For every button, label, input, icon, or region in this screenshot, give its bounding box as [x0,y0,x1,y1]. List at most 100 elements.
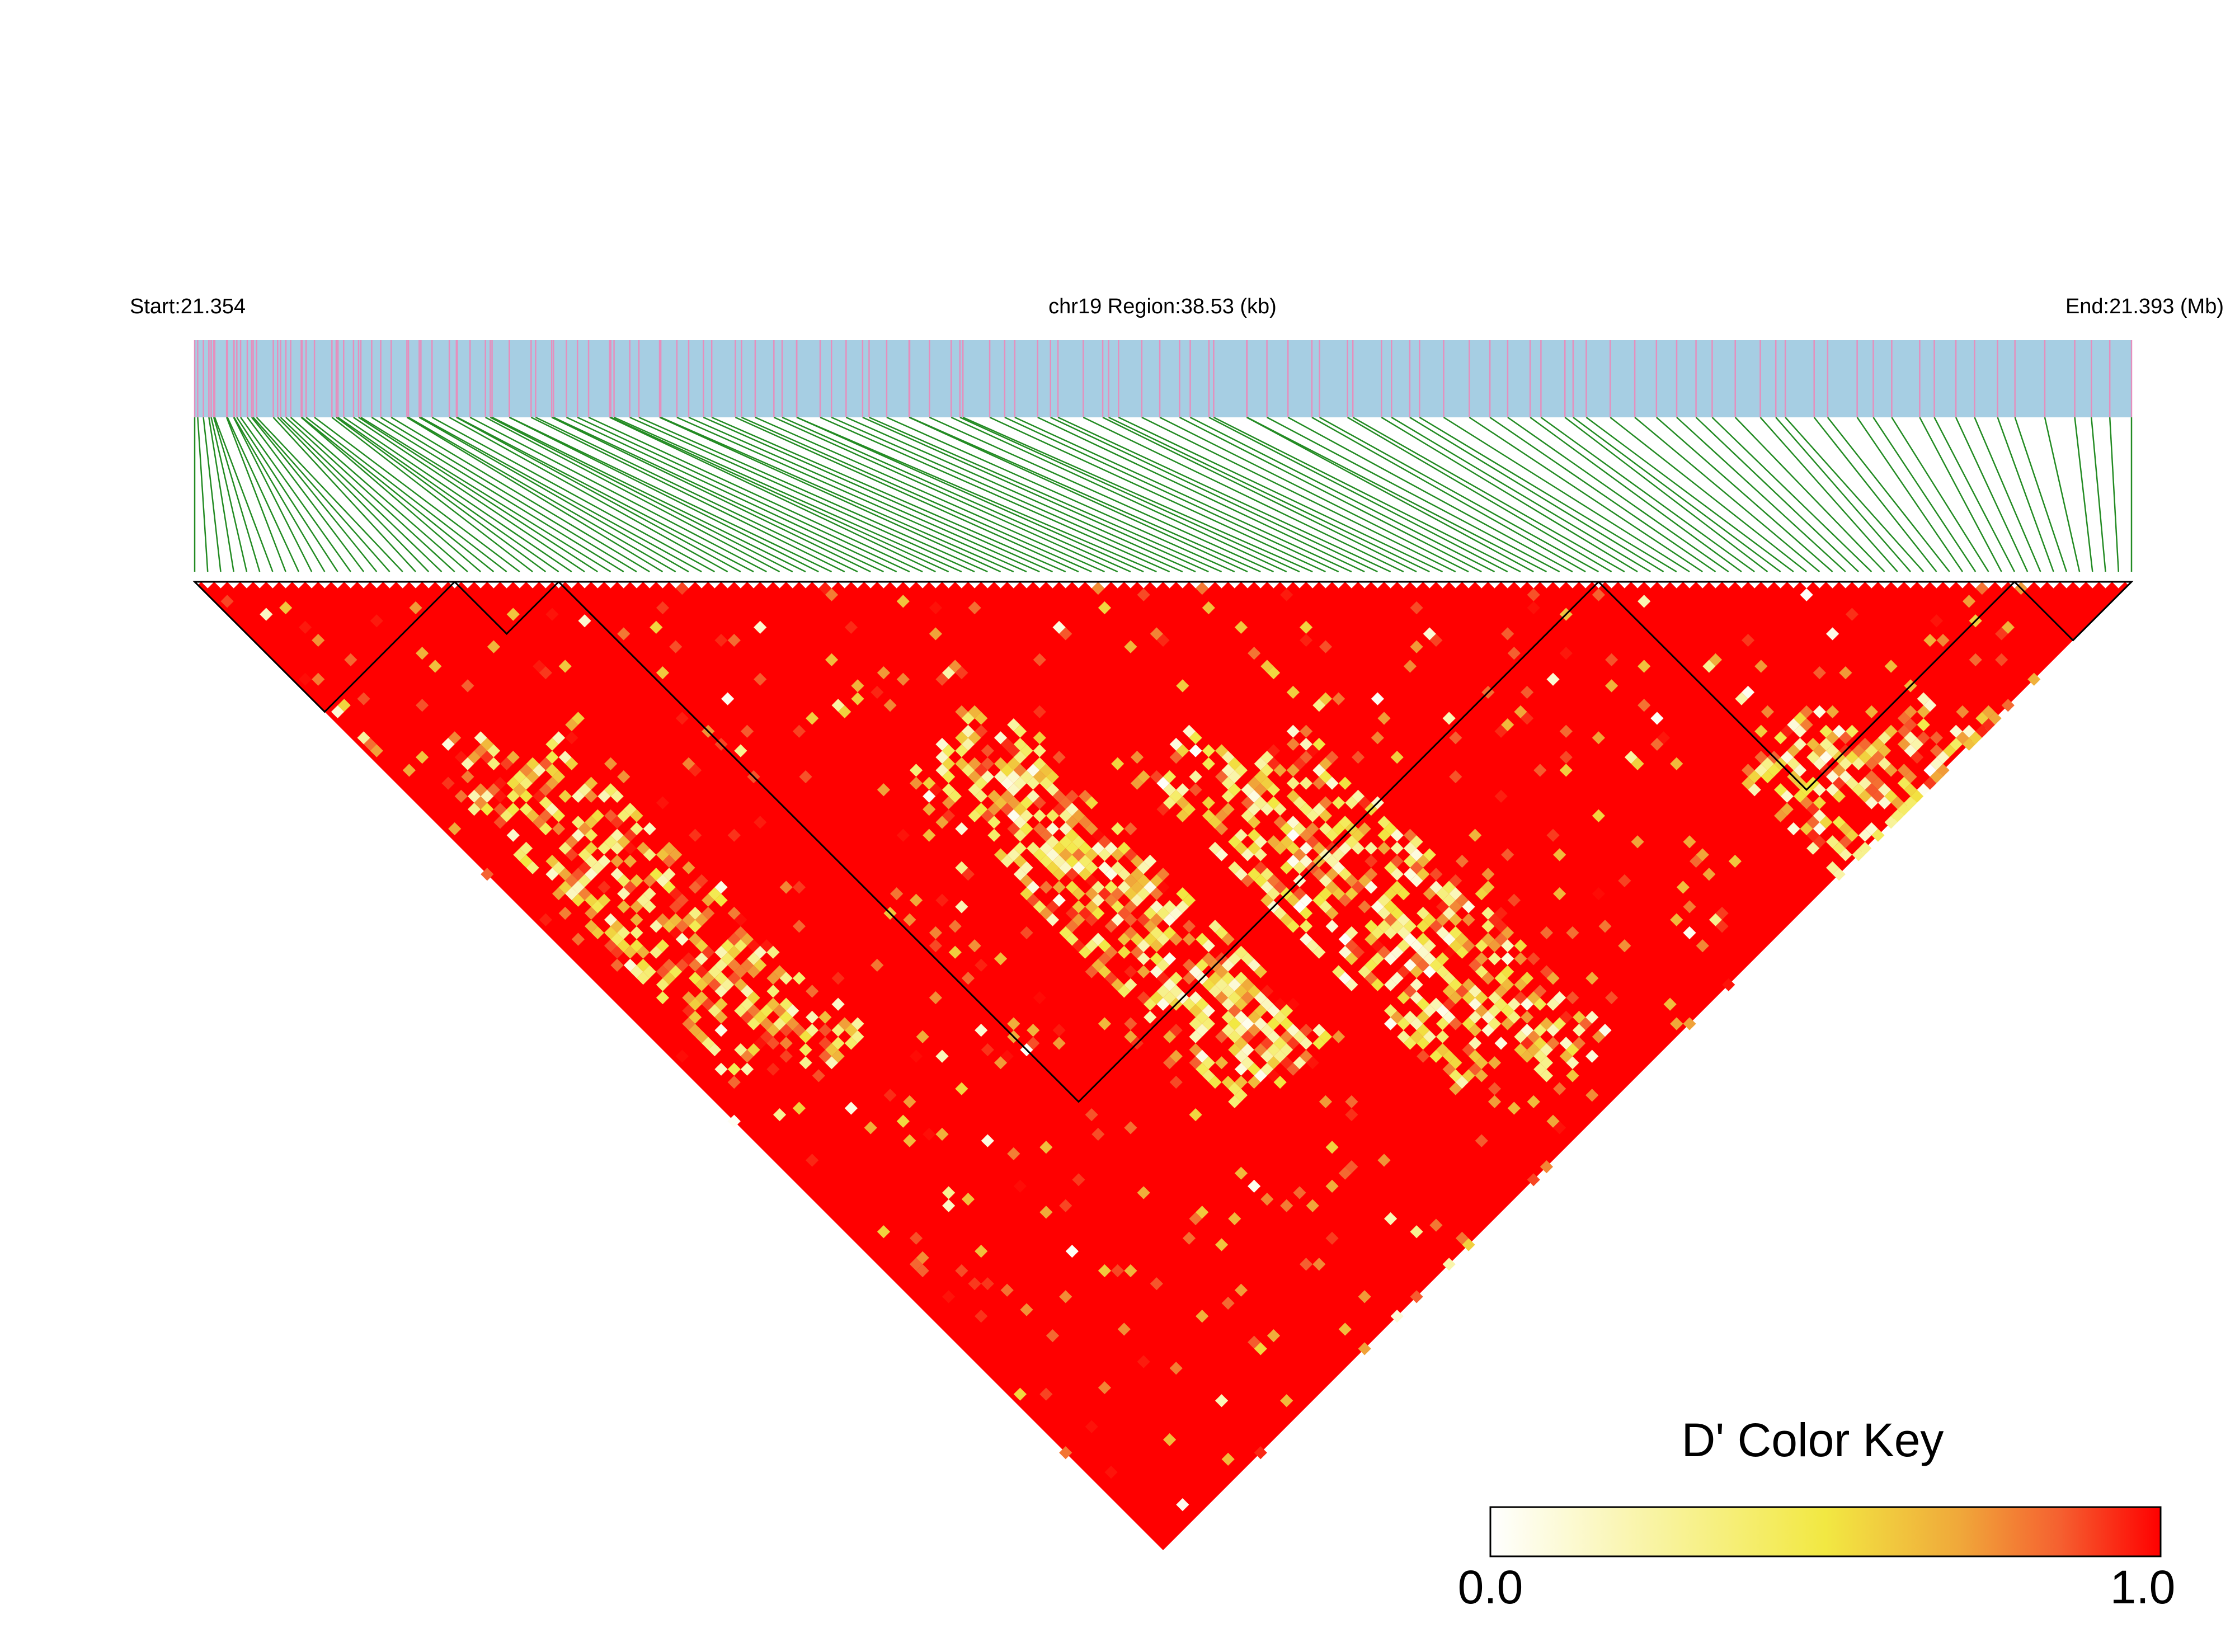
ld-cell [1267,744,1281,757]
ld-cell [1962,737,1976,751]
ld-cell [1533,997,1547,1011]
ld-cell [1273,1010,1287,1024]
snp-connector [1419,416,1677,573]
ld-cell [1598,1023,1612,1037]
snp-connector [660,416,1014,573]
ld-cell [1429,1218,1443,1232]
ld-cell [2027,672,2041,686]
ld-cell [1319,796,1333,809]
ld-cell [1449,991,1462,1005]
ld-cell [1286,816,1300,829]
ld-cell [1345,939,1358,953]
ld-cell [1130,893,1144,907]
ld-cell [1975,712,1989,725]
ld-cell [1027,1023,1040,1037]
ld-cell [1936,764,1950,777]
ld-cell [1345,978,1358,991]
ld-cell [1566,991,1579,1005]
ld-cell [1085,1420,1098,1433]
ld-cell [1429,920,1443,933]
ld-cell [1033,653,1046,667]
ld-cell [1299,906,1313,920]
ld-cell [1098,1381,1112,1395]
ld-cell [1228,770,1241,784]
ld-cell [1553,848,1566,862]
ld-cell [1234,1075,1248,1089]
ld-cell [1163,978,1177,991]
snp-connector [301,417,495,572]
ld-cell [1137,861,1150,874]
ld-cell [1540,1043,1554,1057]
ld-cell [1176,679,1189,693]
ld-cell [1182,958,1196,972]
ld-cell [1260,893,1274,907]
ld-cell [1403,660,1417,673]
ld-cell [1436,952,1450,966]
ld-cell [1156,881,1170,894]
ld-cell [961,868,975,881]
ld-cell [1371,952,1384,966]
ld-cell [1241,1030,1254,1043]
ld-cell [1501,627,1514,641]
ld-cell [1007,1147,1020,1160]
ld-cell [1527,1043,1540,1057]
ld-cell [818,1023,832,1037]
ld-cell [1904,705,1917,718]
ld-cell [1741,764,1755,777]
ld-cell [1150,887,1163,901]
snp-connector [782,416,1131,573]
ld-cell [1221,776,1235,790]
ld-cell [1449,1069,1462,1082]
ld-cell [1442,1049,1456,1063]
ld-cell [1969,653,1982,667]
ld-cell [1442,906,1456,920]
ld-cell [1540,1160,1554,1174]
ld-cell [1156,933,1170,946]
ld-cell [1553,1121,1566,1135]
ld-cell [1670,757,1683,770]
ld-cell [675,712,689,725]
ld-cell [1013,776,1027,790]
snp-connector [1974,417,2041,572]
ld-cell [1449,978,1462,991]
ld-cell [1260,1062,1274,1076]
ld-cell [806,1023,819,1037]
ld-cell [1825,705,1839,718]
ld-cell [1234,1283,1248,1297]
snp-connector [1004,416,1339,573]
ld-cell [1390,945,1404,959]
ld-cell [1260,751,1274,764]
ld-cell [669,848,683,862]
ld-cell [1481,1010,1495,1024]
ld-cell [1403,829,1417,842]
ld-cell [1267,1004,1281,1018]
ld-cell [1124,965,1137,978]
ld-cell [923,802,936,816]
ld-cell [650,945,663,959]
ld-cell [1566,1069,1579,1082]
ld-cell [1273,816,1287,829]
ld-cell [1494,972,1508,985]
ld-cell [942,1199,956,1212]
ld-cell [1930,770,1944,784]
ld-cell [1319,822,1333,836]
ld-cell [1845,776,1859,790]
ld-cell [1481,920,1495,933]
ld-cell [1410,1030,1423,1043]
ld-cell [565,887,578,901]
ld-cell [1377,1154,1391,1167]
ld-cell [734,939,747,953]
ld-cell [1806,751,1820,764]
ld-cell [1423,965,1436,978]
ld-cell [1228,861,1241,874]
ld-cell [1462,939,1475,953]
ld-cell [1371,692,1384,705]
snp-connector [688,416,1040,573]
ld-cell [1423,887,1436,901]
ld-cell [1046,900,1060,914]
ld-cell [1176,900,1189,914]
snp-connector [1287,416,1573,573]
ld-cell [1267,796,1281,809]
ld-cell [740,724,754,738]
ld-cell [1397,887,1410,901]
